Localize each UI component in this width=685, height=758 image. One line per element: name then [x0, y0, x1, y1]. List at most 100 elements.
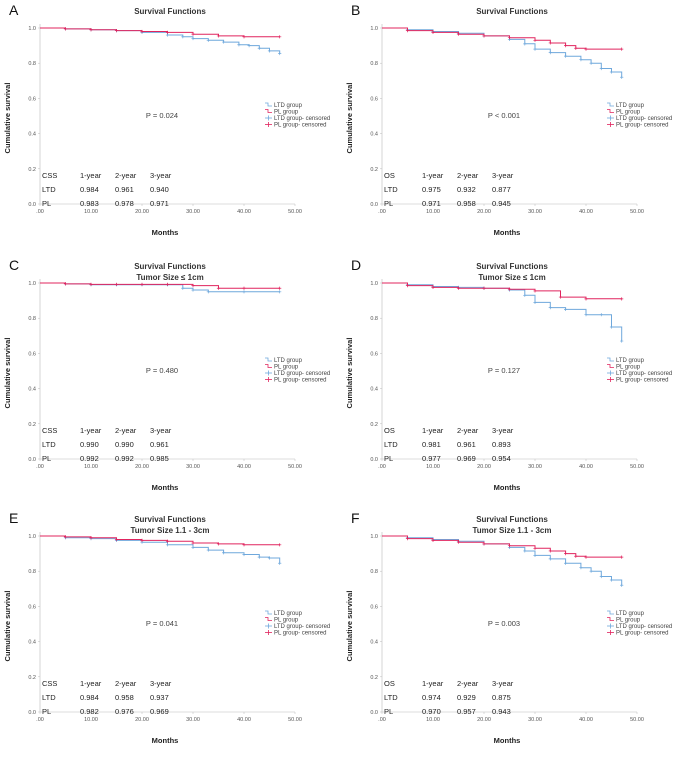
y-tick-label: 0.0: [370, 457, 378, 463]
censor-mark: [599, 574, 603, 579]
y-tick-label: 0.4: [28, 640, 36, 646]
censor-mark: [237, 43, 241, 47]
p-value: P = 0.041: [146, 619, 178, 628]
table-cell: 0.976: [115, 707, 134, 716]
y-tick-label: 0.8: [370, 316, 378, 322]
table-header-cell: 1-year: [422, 171, 444, 180]
table-cell: PL: [42, 454, 51, 463]
table-cell: 0.875: [492, 693, 511, 702]
y-tick-label: 0.2: [28, 167, 36, 173]
table-cell: 0.992: [115, 454, 134, 463]
legend-label: LTD group: [274, 103, 303, 109]
table-header-cell: OS: [384, 426, 395, 435]
legend-label: LTD group- censored: [616, 371, 672, 377]
censor-mark: [620, 47, 624, 51]
table-header-cell: 3-year: [492, 426, 514, 435]
censor-mark: [620, 297, 624, 301]
censor-mark: [599, 313, 603, 317]
table-header-cell: 1-year: [80, 679, 102, 688]
legend-label: LTD group: [616, 358, 645, 364]
censor-mark: [533, 289, 537, 293]
legend-swatch: [607, 364, 614, 368]
censor-mark: [564, 561, 568, 565]
censor-mark: [242, 35, 246, 39]
table-header-cell: OS: [384, 171, 395, 180]
x-axis-label: Months: [494, 483, 521, 492]
x-tick-label: 40.00: [237, 717, 251, 723]
table-header-cell: 3-year: [150, 679, 172, 688]
censor-mark: [620, 75, 624, 79]
table-header-cell: 3-year: [150, 426, 172, 435]
km-curve-pl: [40, 27, 280, 38]
x-tick-label: .00: [36, 464, 44, 470]
km-curve-ltd: [382, 535, 623, 586]
censor-mark: [267, 49, 272, 53]
legend-swatch: [265, 357, 272, 362]
censor-mark: [278, 286, 282, 290]
censor-mark: [222, 40, 226, 44]
table-header-cell: CSS: [42, 171, 57, 180]
chart-title: Survival Functions: [476, 262, 548, 271]
panel-letter: A: [9, 2, 19, 18]
y-tick-label: 1.0: [370, 26, 378, 32]
censor-mark: [181, 35, 185, 39]
panel-a: A Survival Functions 0.0 0.2 0.4 0.6 0.8 1.0 .00…: [0, 0, 342, 250]
censor-mark: [564, 552, 568, 556]
censor-mark: [533, 38, 537, 42]
p-value: P = 0.003: [488, 619, 520, 628]
censor-mark: [584, 555, 588, 559]
table-cell: LTD: [42, 185, 56, 194]
censor-mark: [609, 578, 614, 582]
censor-mark: [257, 46, 261, 50]
legend-label: PL group- censored: [616, 123, 668, 129]
y-tick-label: 0.8: [28, 316, 36, 322]
censor-mark: [620, 339, 624, 343]
y-tick-label: 0.4: [28, 387, 36, 393]
y-tick-label: 0.0: [370, 710, 378, 716]
censor-mark: [558, 295, 563, 299]
table-cell: 0.990: [115, 440, 134, 449]
table-cell: 0.961: [457, 440, 476, 449]
censor-mark: [140, 282, 144, 287]
censor-mark: [206, 38, 210, 42]
y-tick-label: 0.4: [370, 640, 378, 646]
table-cell: 0.958: [115, 693, 134, 702]
x-tick-label: 20.00: [135, 209, 149, 215]
table-header-cell: 2-year: [115, 426, 137, 435]
table-cell: LTD: [42, 440, 56, 449]
censor-mark: [191, 284, 195, 288]
table-header-cell: 1-year: [422, 679, 444, 688]
table-cell: 0.970: [422, 707, 441, 716]
censor-mark: [114, 29, 119, 33]
y-tick-label: 0.2: [28, 422, 36, 428]
censor-mark: [278, 290, 282, 294]
y-axis-label: Cumulative survival: [3, 338, 12, 409]
legend-label: LTD group- censored: [274, 371, 330, 377]
table-cell: 0.969: [457, 454, 476, 463]
y-tick-label: 0.6: [370, 604, 378, 610]
table-cell: 0.877: [492, 185, 511, 194]
panel-f: F Survival Functions Tumor Size 1.1 - 3cm 0…: [342, 508, 685, 758]
legend-swatch: [607, 109, 614, 113]
panel-letter: D: [351, 257, 361, 273]
table-header-cell: 3-year: [492, 171, 514, 180]
y-axis-label: Cumulative survival: [345, 338, 354, 409]
censor-mark: [523, 42, 527, 46]
table-cell: 0.992: [80, 454, 99, 463]
censor-mark: [584, 47, 588, 51]
x-tick-label: 20.00: [135, 717, 149, 723]
y-tick-label: 0.2: [28, 675, 36, 681]
censor-mark: [589, 61, 593, 65]
legend-label: PL group- censored: [274, 123, 326, 129]
km-chart: E Survival Functions Tumor Size 1.1 - 3cm 0…: [3, 510, 330, 745]
y-tick-label: 0.8: [370, 569, 378, 575]
censor-mark: [247, 44, 251, 48]
censor-mark: [564, 54, 568, 58]
y-axis-label: Cumulative survival: [3, 83, 12, 154]
table-cell: 0.981: [422, 440, 441, 449]
x-tick-label: 30.00: [528, 209, 542, 215]
table-cell: 0.971: [422, 199, 441, 208]
legend-swatch: [265, 364, 272, 368]
table-header-cell: 1-year: [422, 426, 444, 435]
